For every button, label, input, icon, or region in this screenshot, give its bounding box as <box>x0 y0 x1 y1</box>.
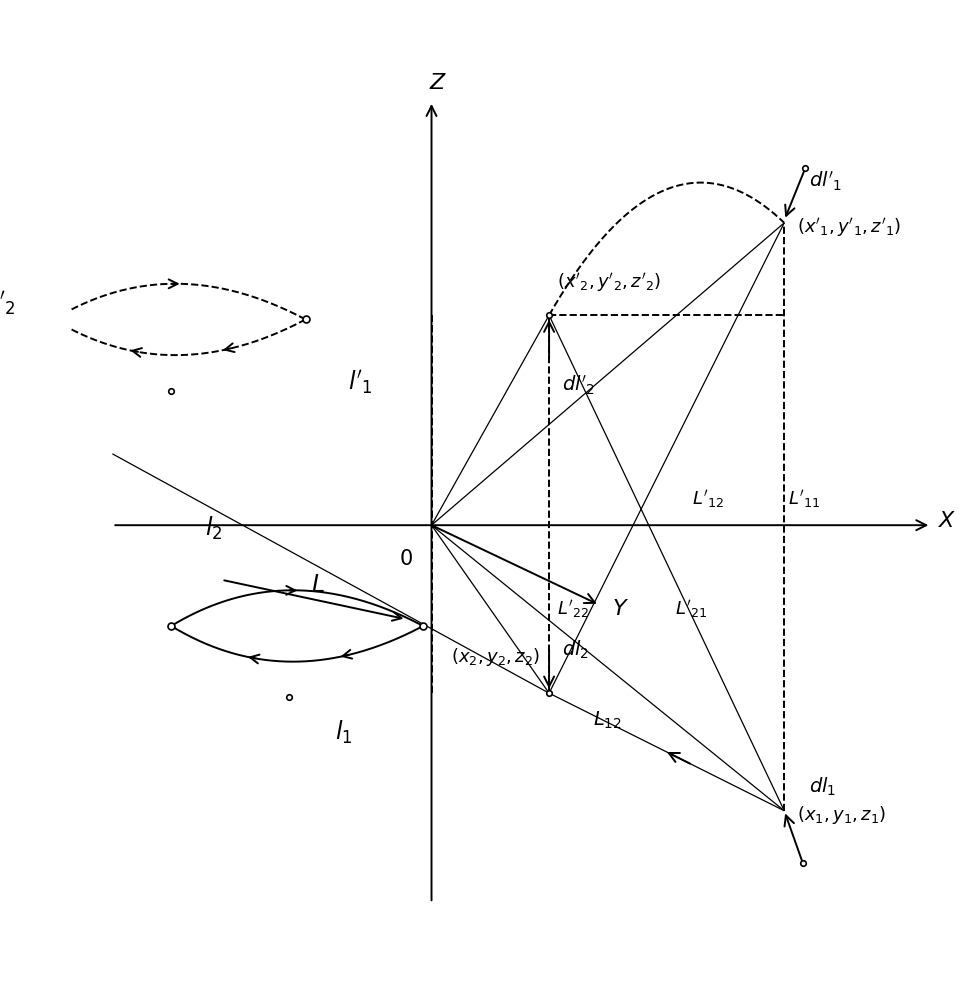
Text: $dl_1$: $dl_1$ <box>809 776 836 798</box>
Text: $(x'_2, y'_2, z'_2)$: $(x'_2, y'_2, z'_2)$ <box>557 271 662 294</box>
Text: $0$: $0$ <box>399 549 413 569</box>
Text: $Z$: $Z$ <box>429 73 448 93</box>
Text: $l_1$: $l_1$ <box>334 718 352 746</box>
Text: $dl'_1$: $dl'_1$ <box>809 170 843 193</box>
Text: $l_2$: $l_2$ <box>204 515 222 542</box>
Text: $(x_2, y_2, z_2)$: $(x_2, y_2, z_2)$ <box>452 646 541 668</box>
Text: $X$: $X$ <box>938 511 956 531</box>
Text: $L'_{11}$: $L'_{11}$ <box>789 488 821 510</box>
Text: $l'_2$: $l'_2$ <box>0 289 16 317</box>
Text: $dl'_2$: $dl'_2$ <box>562 374 595 397</box>
Text: $L'_{12}$: $L'_{12}$ <box>692 488 724 510</box>
Text: $L_{12}$: $L_{12}$ <box>593 709 621 731</box>
Text: $(x_1, y_1, z_1)$: $(x_1, y_1, z_1)$ <box>797 804 886 826</box>
Text: $l'_1$: $l'_1$ <box>348 369 372 396</box>
Text: $dl_2$: $dl_2$ <box>562 639 589 661</box>
Text: $L'_{21}$: $L'_{21}$ <box>675 598 707 620</box>
Text: $L$: $L$ <box>311 573 325 597</box>
Text: $Y$: $Y$ <box>612 599 629 619</box>
Text: $(x'_1, y'_1, z'_1)$: $(x'_1, y'_1, z'_1)$ <box>797 216 901 239</box>
Text: $L'_{22}$: $L'_{22}$ <box>557 598 590 620</box>
